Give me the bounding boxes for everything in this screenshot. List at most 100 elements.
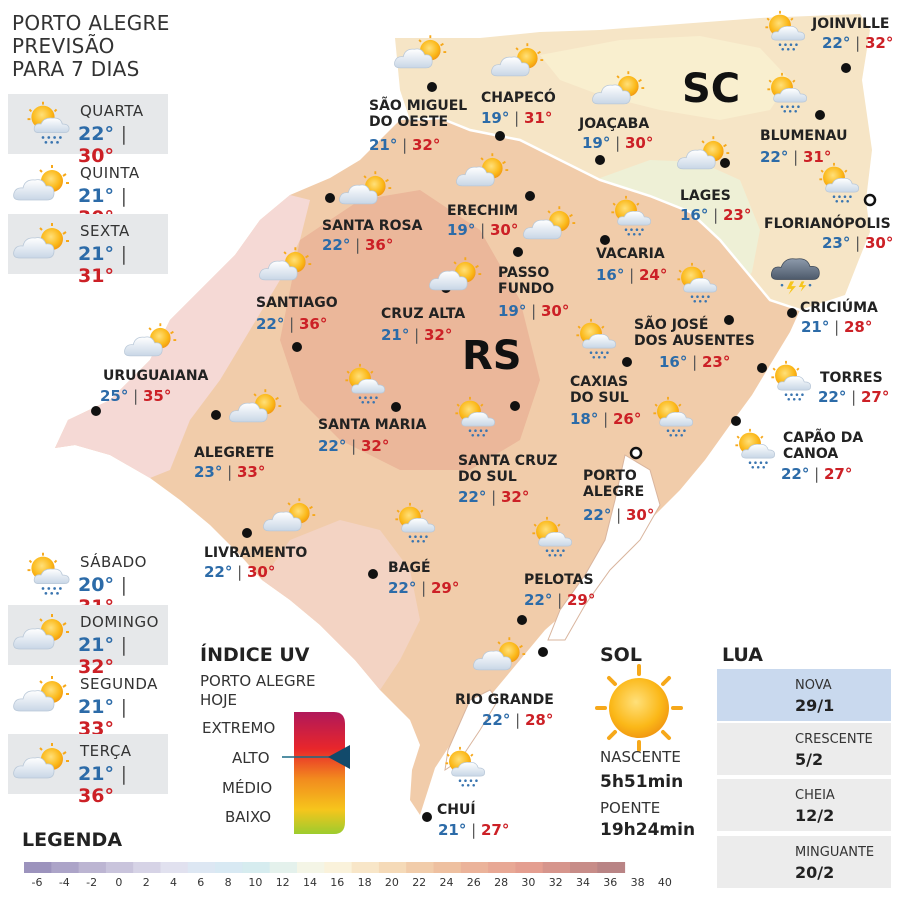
legend-swatch — [378, 862, 407, 873]
legend-tick-label: 18 — [357, 876, 372, 889]
legend-tick-label: 40 — [657, 876, 672, 889]
rs-west-region — [55, 195, 310, 478]
legend-swatch — [488, 862, 516, 873]
forecast-day-name: SÁBADO — [80, 553, 147, 571]
city-label-florianopolis: FLORIANÓPOLIS — [764, 216, 891, 232]
city-label-blumenau: BLUMENAU — [760, 128, 847, 144]
city-name-line: RIO GRANDE — [455, 692, 554, 708]
city-dot-erechim — [525, 191, 535, 201]
legend-swatch — [324, 862, 353, 873]
city-name-line: DO OESTE — [369, 114, 449, 130]
separator: | — [222, 463, 237, 481]
city-label-caxias-do-sul: CAXIAS DO SUL — [570, 374, 629, 406]
legend-tick-label: 16 — [330, 876, 345, 889]
city-dot-caxias-do-sul — [622, 357, 632, 367]
city-label-pelotas: PELOTAS — [524, 572, 594, 588]
title-line-3: PARA 7 DIAS — [12, 57, 140, 81]
max-temp: 28° — [843, 318, 873, 336]
separator: | — [850, 34, 865, 52]
city-dot-joacaba — [595, 155, 605, 165]
separator: | — [526, 302, 541, 320]
legend-swatch — [242, 862, 271, 873]
city-temps-caxias-do-sul: 18° | 26° — [570, 410, 641, 428]
city-dot-chui — [422, 812, 432, 822]
separator: | — [120, 634, 127, 656]
min-temp: 21° — [381, 326, 410, 344]
legend-tick-label: 28 — [494, 876, 509, 889]
city-label-torres: TORRES — [820, 370, 883, 386]
city-temps-torres: 22° | 27° — [818, 388, 889, 406]
city-name-line: DOS AUSENTES — [634, 333, 755, 349]
city-label-erechim: ERECHIM — [447, 203, 518, 219]
min-temp: 21° — [78, 185, 114, 207]
uv-level-medio: MÉDIO — [222, 779, 273, 797]
forecast-day-name: SEXTA — [80, 222, 130, 240]
legend-tick-label: 0 — [115, 876, 123, 889]
legend-swatch — [542, 862, 571, 873]
separator: | — [120, 696, 127, 718]
lagoa-mirim — [444, 689, 499, 772]
city-dot-vacaria — [600, 235, 610, 245]
city-dot-santa-cruz-do-sul — [510, 401, 520, 411]
city-name-line: PASSO — [498, 265, 550, 281]
city-dot-alegrete — [211, 410, 221, 420]
forecast-day-name: TERÇA — [80, 742, 132, 760]
city-label-joinville: JOINVILLE — [812, 16, 890, 32]
min-temp: 18° — [570, 410, 599, 428]
forecast-day-4: SÁBADO 20° | 31° — [8, 545, 168, 618]
sun-cloud-icon — [12, 164, 72, 204]
city-name-line: JOAÇABA — [579, 116, 650, 132]
legend-tick-label: 22 — [412, 876, 427, 889]
city-temps-chui: 21° | 27° — [438, 821, 509, 839]
city-name-line: URUGUAIANA — [103, 368, 209, 384]
separator: | — [397, 136, 412, 154]
city-name-line: SÃO JOSÉ — [634, 317, 709, 333]
city-dot-capao-da-canoa — [731, 416, 741, 426]
city-name-line: SANTA CRUZ — [458, 453, 558, 469]
uv-subtitle-city: PORTO ALEGRE — [200, 672, 316, 690]
forecast-day-name: QUARTA — [80, 102, 144, 120]
max-temp: 30° — [489, 221, 519, 239]
min-temp: 22° — [482, 711, 511, 729]
sunset-time: 19h24min — [600, 820, 696, 840]
min-temp: 21° — [78, 634, 114, 656]
max-temp: 26° — [612, 410, 642, 428]
min-temp: 23° — [194, 463, 223, 481]
legend-tick-label: -2 — [86, 876, 98, 889]
separator: | — [610, 134, 625, 152]
city-name-line: CHUÍ — [437, 802, 476, 818]
city-label-alegrete: ALEGRETE — [194, 445, 274, 461]
city-label-uruguaiana: URUGUAIANA — [103, 368, 208, 384]
city-name-line: ALEGRE — [583, 484, 645, 500]
legend-tick-label: 30 — [521, 876, 536, 889]
city-dot-joinville — [841, 63, 851, 73]
lagoa-dos-patos — [547, 454, 661, 641]
city-label-sao-jose-dos-ausentes: SÃO JOSÉ DOS AUSENTES — [634, 317, 755, 349]
max-temp: 32° — [78, 656, 114, 678]
separator: | — [846, 388, 861, 406]
legend-swatch — [570, 862, 598, 873]
city-name-line: DO SUL — [570, 390, 629, 406]
city-temps-santa-maria: 22° | 32° — [318, 437, 389, 455]
city-name-line: SANTA MARIA — [318, 417, 427, 433]
city-dot-bage — [368, 569, 378, 579]
moon-phase-date: 20/2 — [795, 863, 835, 882]
state-label-sc: SC — [682, 66, 741, 112]
min-temp: 19° — [582, 134, 611, 152]
max-temp: 23° — [722, 206, 752, 224]
min-temp: 19° — [447, 221, 476, 239]
city-temps-porto-alegre: 22° | 30° — [583, 506, 654, 524]
sun-cloud-rain-icon — [735, 429, 774, 469]
max-temp: 23° — [701, 353, 731, 371]
separator: | — [624, 266, 639, 284]
city-dot-passo-fundo — [513, 247, 523, 257]
uv-gradient-bar — [294, 712, 345, 834]
forecast-day-name: QUINTA — [80, 164, 140, 182]
max-temp: 30° — [78, 145, 114, 167]
city-temps-passo-fundo: 19° | 30° — [498, 302, 569, 320]
city-temps-joacaba: 19° | 30° — [582, 134, 653, 152]
city-label-sao-miguel-do-oeste: SÃO MIGUEL DO OESTE — [369, 98, 467, 130]
forecast-day-name: DOMINGO — [80, 613, 159, 631]
min-temp: 21° — [78, 696, 114, 718]
max-temp: 36° — [78, 785, 114, 807]
